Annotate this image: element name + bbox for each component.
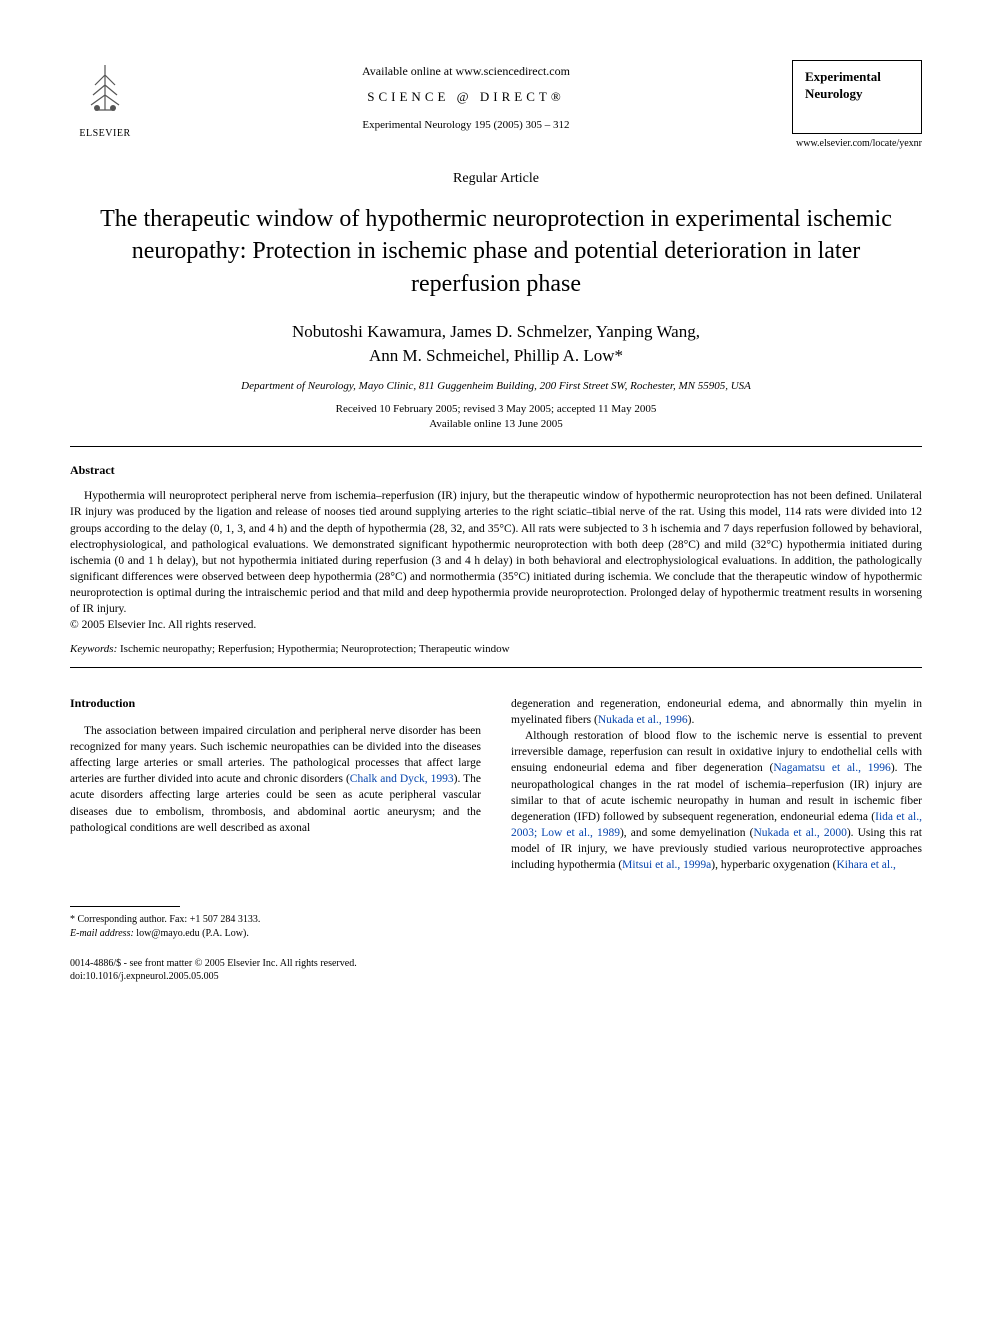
authors-line1: Nobutoshi Kawamura, James D. Schmelzer, … — [70, 320, 922, 344]
footnote-corresponding: * Corresponding author. Fax: +1 507 284 … — [70, 913, 481, 927]
abstract-copyright: © 2005 Elsevier Inc. All rights reserved… — [70, 619, 922, 631]
elsevier-logo: ELSEVIER — [70, 60, 140, 139]
elsevier-label: ELSEVIER — [79, 128, 130, 139]
footnote-email: low@mayo.edu (P.A. Low). — [134, 928, 249, 939]
footnote-email-line: E-mail address: low@mayo.edu (P.A. Low). — [70, 927, 481, 941]
rule-top — [70, 446, 922, 447]
ref-nagamatsu[interactable]: Nagamatsu et al., 1996 — [773, 762, 890, 774]
journal-url: www.elsevier.com/locate/yexnr — [792, 138, 922, 149]
intro-right-p2: Although restoration of blood flow to th… — [511, 728, 922, 873]
intro-right-p1: degeneration and regeneration, endoneuri… — [511, 696, 922, 728]
science-direct-logo: SCIENCE @ DIRECT® — [140, 89, 792, 105]
left-column: Introduction The association between imp… — [70, 696, 481, 983]
center-header: Available online at www.sciencedirect.co… — [140, 60, 792, 131]
two-column-body: Introduction The association between imp… — [70, 696, 922, 983]
footnote-rule — [70, 906, 180, 907]
article-title: The therapeutic window of hypothermic ne… — [70, 203, 922, 300]
keywords-text: Ischemic neuropathy; Reperfusion; Hypoth… — [117, 643, 509, 655]
right-column: degeneration and regeneration, endoneuri… — [511, 696, 922, 983]
ref-kihara[interactable]: Kihara et al., — [836, 859, 895, 871]
introduction-heading: Introduction — [70, 696, 481, 711]
journal-box: Experimental Neurology — [792, 60, 922, 134]
dates-line2: Available online 13 June 2005 — [70, 417, 922, 432]
abstract-text: Hypothermia will neuroprotect peripheral… — [70, 488, 922, 617]
journal-name-line1: Experimental — [805, 69, 909, 86]
footnote-email-label: E-mail address: — [70, 928, 134, 939]
keywords: Keywords: Ischemic neuropathy; Reperfusi… — [70, 643, 922, 655]
affiliation: Department of Neurology, Mayo Clinic, 81… — [70, 380, 922, 392]
footer-line1: 0014-4886/$ - see front matter © 2005 El… — [70, 957, 481, 970]
ref-mitsui[interactable]: Mitsui et al., 1999a — [622, 859, 711, 871]
dates-line1: Received 10 February 2005; revised 3 May… — [70, 402, 922, 417]
journal-citation: Experimental Neurology 195 (2005) 305 – … — [140, 119, 792, 131]
intro-right-p1-a: degeneration and regeneration, endoneuri… — [511, 698, 922, 726]
authors-line2: Ann M. Schmeichel, Phillip A. Low* — [70, 344, 922, 368]
article-type: Regular Article — [70, 171, 922, 187]
abstract-heading: Abstract — [70, 463, 922, 478]
rule-bottom — [70, 667, 922, 668]
authors: Nobutoshi Kawamura, James D. Schmelzer, … — [70, 320, 922, 368]
footer-line2: doi:10.1016/j.expneurol.2005.05.005 — [70, 970, 481, 983]
ref-chalk-dyck[interactable]: Chalk and Dyck, 1993 — [350, 773, 454, 785]
journal-box-wrapper: Experimental Neurology www.elsevier.com/… — [792, 60, 922, 163]
header-row: ELSEVIER Available online at www.science… — [70, 60, 922, 163]
available-online-text: Available online at www.sciencedirect.co… — [140, 64, 792, 79]
footer-lines: 0014-4886/$ - see front matter © 2005 El… — [70, 957, 481, 983]
intro-right-p2-c: ), and some demyelination ( — [620, 827, 754, 839]
intro-right-p2-e: ), hyperbaric oxygenation ( — [711, 859, 836, 871]
intro-right-p1-b: ). — [688, 714, 695, 726]
journal-name-line2: Neurology — [805, 86, 909, 103]
elsevier-tree-icon — [75, 60, 135, 128]
keywords-label: Keywords: — [70, 643, 117, 655]
ref-nukada-1996[interactable]: Nukada et al., 1996 — [598, 714, 688, 726]
intro-left-p1: The association between impaired circula… — [70, 723, 481, 836]
dates: Received 10 February 2005; revised 3 May… — [70, 402, 922, 433]
ref-nukada-2000[interactable]: Nukada et al., 2000 — [753, 827, 846, 839]
